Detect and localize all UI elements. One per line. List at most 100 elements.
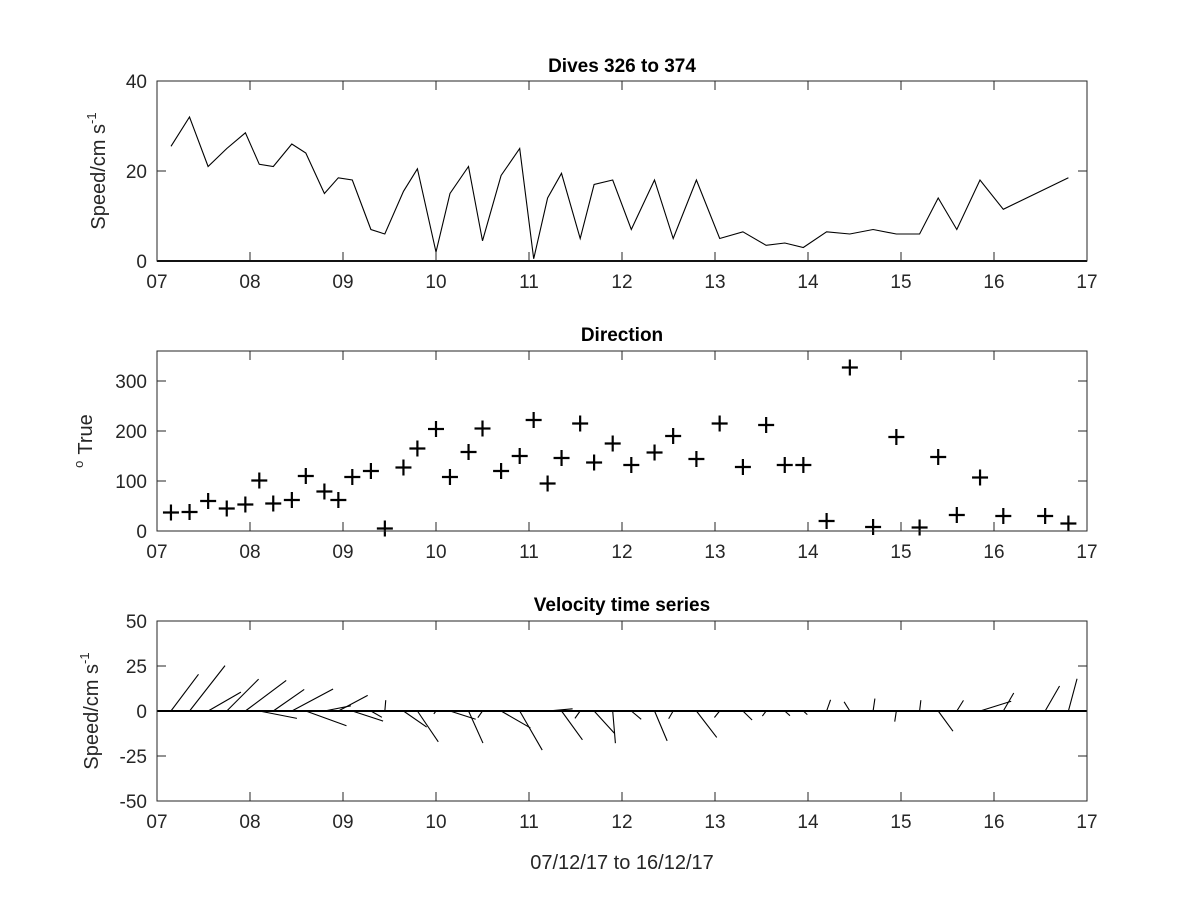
speed-line bbox=[170, 115, 1069, 259]
velocity-stick bbox=[714, 710, 721, 718]
direction-x-tick-label: 17 bbox=[1076, 542, 1097, 563]
velocity-stick bbox=[519, 710, 543, 751]
direction-point bbox=[841, 359, 858, 376]
speed-x-tick-label: 13 bbox=[704, 272, 725, 293]
direction-point bbox=[995, 508, 1012, 524]
velocity-stick bbox=[416, 710, 439, 743]
direction-point bbox=[758, 417, 775, 433]
direction-point bbox=[200, 493, 217, 509]
velocity-stick bbox=[826, 699, 832, 712]
velocity-stick bbox=[630, 710, 642, 720]
direction-point bbox=[1060, 515, 1077, 532]
velocity-x-tick-label: 10 bbox=[425, 812, 446, 833]
speed-x-tick-label: 08 bbox=[239, 272, 260, 293]
velocity-stick bbox=[189, 665, 226, 712]
direction-x-tick-label: 10 bbox=[425, 542, 446, 563]
velocity-stick bbox=[937, 710, 954, 732]
speed-y-label-sup: -1 bbox=[84, 112, 99, 124]
direction-point bbox=[646, 444, 663, 461]
velocity-x-tick-label: 12 bbox=[611, 812, 632, 833]
direction-axis-ticks: 07 08 09 10 11 12 13 14 15 16 17 0 100 200 300 bbox=[115, 351, 1098, 563]
direction-chart-title: Direction bbox=[581, 325, 663, 346]
direction-point bbox=[795, 457, 812, 473]
velocity-axis-ticks: 07 08 09 10 11 12 13 14 15 16 17 -50 -25 0 25 50 bbox=[120, 612, 1098, 833]
direction-point bbox=[162, 504, 179, 521]
velocity-stick bbox=[894, 710, 897, 722]
direction-point bbox=[474, 420, 491, 437]
speed-x-tick-label: 17 bbox=[1076, 272, 1097, 293]
velocity-stick bbox=[477, 710, 483, 718]
direction-point bbox=[525, 412, 542, 428]
velocity-stick bbox=[352, 710, 384, 722]
velocity-x-tick-label: 17 bbox=[1076, 812, 1097, 833]
direction-point bbox=[376, 520, 393, 537]
direction-point bbox=[539, 475, 556, 492]
velocity-x-tick-label: 16 bbox=[983, 812, 1004, 833]
speed-x-tick-label: 16 bbox=[983, 272, 1004, 293]
direction-point bbox=[776, 457, 793, 473]
velocity-stick bbox=[272, 688, 305, 712]
direction-y-axis-label: o True bbox=[71, 414, 97, 468]
direction-point bbox=[972, 469, 989, 486]
direction-x-tick-label: 08 bbox=[239, 542, 260, 563]
direction-x-tick-label: 13 bbox=[704, 542, 725, 563]
velocity-stick bbox=[784, 710, 791, 717]
speed-axes-frame bbox=[156, 80, 1088, 262]
direction-point bbox=[344, 469, 361, 485]
velocity-x-tick-label: 11 bbox=[519, 812, 539, 833]
direction-point bbox=[888, 429, 905, 445]
velocity-y-label-base: Speed/cm s bbox=[81, 664, 103, 770]
velocity-stick bbox=[593, 710, 616, 734]
speed-y-label-base: Speed/cm s bbox=[88, 124, 110, 230]
velocity-stick bbox=[291, 688, 334, 712]
speed-panel: Dives 326 to 374 Speed/cm s-1 07 08 09 10 11… bbox=[84, 56, 1098, 293]
velocity-stick bbox=[561, 710, 583, 741]
velocity-stick bbox=[170, 673, 199, 712]
speed-axis-ticks: 07 08 09 10 11 12 13 14 15 16 17 0 20 40 bbox=[126, 72, 1098, 293]
velocity-stick bbox=[956, 700, 964, 712]
direction-point bbox=[395, 459, 412, 476]
direction-series bbox=[162, 359, 1077, 537]
speed-y-axis-label: Speed/cm s-1 bbox=[84, 112, 110, 229]
velocity-stick bbox=[761, 710, 767, 717]
direction-point bbox=[237, 496, 254, 513]
direction-point bbox=[665, 428, 682, 444]
direction-y-tick-label: 100 bbox=[115, 472, 147, 493]
direction-point bbox=[297, 468, 314, 484]
velocity-stick bbox=[245, 679, 287, 712]
direction-point bbox=[265, 495, 282, 512]
velocity-stick bbox=[500, 710, 531, 729]
velocity-stick bbox=[654, 710, 668, 742]
velocity-stick bbox=[370, 710, 383, 718]
velocity-stick bbox=[468, 710, 484, 744]
velocity-stick bbox=[979, 700, 1012, 712]
direction-point bbox=[181, 504, 198, 520]
velocity-y-tick-label: -25 bbox=[120, 747, 147, 768]
velocity-y-tick-label: -50 bbox=[120, 792, 147, 813]
velocity-stick bbox=[802, 710, 808, 716]
velocity-stick bbox=[433, 710, 437, 715]
velocity-stick bbox=[574, 710, 581, 719]
velocity-x-axis-label: 07/12/17 to 16/12/17 bbox=[530, 852, 714, 874]
speed-x-tick-label: 11 bbox=[519, 272, 539, 293]
speed-x-tick-label: 12 bbox=[611, 272, 632, 293]
velocity-y-tick-label: 0 bbox=[136, 702, 147, 723]
direction-y-label-sup: o bbox=[71, 461, 86, 468]
velocity-y-label-sup: -1 bbox=[77, 652, 92, 664]
direction-x-tick-label: 15 bbox=[890, 542, 911, 563]
direction-point bbox=[623, 457, 640, 473]
velocity-stick bbox=[612, 710, 616, 744]
direction-point bbox=[316, 483, 333, 500]
direction-point bbox=[604, 435, 621, 452]
direction-point bbox=[572, 415, 589, 432]
velocity-x-tick-label: 14 bbox=[797, 812, 819, 833]
velocity-stick bbox=[843, 701, 851, 712]
direction-point bbox=[711, 415, 728, 432]
direction-point bbox=[586, 454, 603, 471]
velocity-stick bbox=[668, 710, 674, 720]
velocity-x-tick-label: 07 bbox=[146, 812, 167, 833]
velocity-stick bbox=[384, 700, 387, 712]
direction-point bbox=[362, 463, 379, 479]
direction-x-tick-label: 11 bbox=[519, 542, 539, 563]
